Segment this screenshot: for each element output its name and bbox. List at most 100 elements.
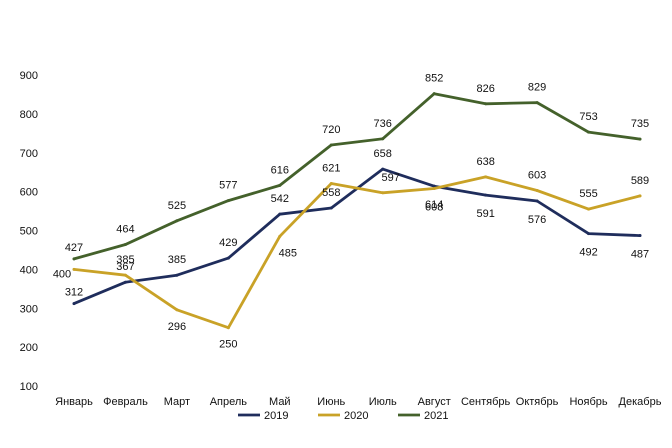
data-label-2019: 312 xyxy=(65,287,83,299)
data-point-2021 xyxy=(381,137,385,141)
data-point-2019 xyxy=(175,273,179,277)
data-point-2019 xyxy=(123,280,127,284)
data-point-2019 xyxy=(278,212,282,216)
data-label-2019: 487 xyxy=(631,249,649,261)
x-tick-label: Октябрь xyxy=(516,396,559,408)
data-label-2020: 555 xyxy=(579,188,597,200)
data-label-2020: 621 xyxy=(322,162,340,174)
data-point-2021 xyxy=(226,199,230,203)
data-point-2020 xyxy=(278,234,282,238)
data-label-2020: 400 xyxy=(53,268,71,280)
x-tick-label: Январь xyxy=(55,396,93,408)
data-point-2019 xyxy=(587,232,591,236)
y-tick-label: 100 xyxy=(20,381,38,393)
data-point-2020 xyxy=(638,194,642,198)
data-label-2020: 603 xyxy=(528,169,546,181)
data-label-2019: 558 xyxy=(322,187,340,199)
x-tick-label: Февраль xyxy=(103,396,148,408)
data-point-2021 xyxy=(72,257,76,261)
data-label-2020: 485 xyxy=(279,247,297,259)
data-point-2021 xyxy=(329,143,333,147)
legend: 2019 2020 2021 xyxy=(238,410,448,422)
x-tick-label: Сентябрь xyxy=(461,396,511,408)
data-point-2021 xyxy=(123,242,127,246)
x-tick-label: Март xyxy=(164,396,190,408)
y-tick-label: 300 xyxy=(20,303,38,315)
data-point-2021 xyxy=(638,137,642,141)
data-point-2020 xyxy=(72,267,76,271)
data-label-2019: 429 xyxy=(219,237,237,249)
series-layer xyxy=(72,92,642,330)
data-label-2019: 385 xyxy=(168,254,186,266)
data-point-2019 xyxy=(72,302,76,306)
data-label-2021: 525 xyxy=(168,200,186,212)
y-tick-label: 500 xyxy=(20,226,38,238)
data-label-2021: 826 xyxy=(476,83,494,95)
data-label-2020: 385 xyxy=(116,254,134,266)
y-tick-label: 200 xyxy=(20,342,38,354)
data-point-2020 xyxy=(226,326,230,330)
data-point-2020 xyxy=(175,308,179,312)
y-tick-label: 800 xyxy=(20,109,38,121)
data-point-2021 xyxy=(587,130,591,134)
x-tick-label: Декабрь xyxy=(619,396,662,408)
data-label-2021: 720 xyxy=(322,124,340,136)
data-label-2021: 753 xyxy=(579,111,597,123)
data-label-2020: 638 xyxy=(476,156,494,168)
y-tick-label: 600 xyxy=(20,187,38,199)
x-tick-label: Ноябрь xyxy=(569,396,607,408)
x-tick-label: Август xyxy=(418,396,451,408)
legend-label-2021: 2021 xyxy=(424,410,448,422)
data-label-2019: 492 xyxy=(579,247,597,259)
data-label-2021: 464 xyxy=(116,223,134,235)
data-point-2021 xyxy=(535,101,539,105)
data-label-2021: 736 xyxy=(374,118,392,130)
data-label-2021: 427 xyxy=(65,242,83,254)
data-label-2020: 589 xyxy=(631,175,649,187)
data-point-2019 xyxy=(535,199,539,203)
legend-label-2020: 2020 xyxy=(344,410,368,422)
data-label-2020: 597 xyxy=(382,172,400,184)
data-point-2019 xyxy=(226,256,230,260)
data-label-2020: 608 xyxy=(425,202,443,214)
data-label-2019: 576 xyxy=(528,214,546,226)
x-tick-label: Апрель xyxy=(210,396,248,408)
data-point-2020 xyxy=(587,207,591,211)
data-point-2020 xyxy=(432,187,436,191)
data-label-2021: 829 xyxy=(528,82,546,94)
x-tick-label: Май xyxy=(269,396,291,408)
data-point-2021 xyxy=(175,219,179,223)
data-point-2019 xyxy=(381,167,385,171)
x-tick-label: Июль xyxy=(369,396,397,408)
data-point-2021 xyxy=(278,183,282,187)
y-tick-label: 400 xyxy=(20,264,38,276)
data-label-2019: 658 xyxy=(374,148,392,160)
data-label-2019: 614 xyxy=(425,199,443,211)
data-point-2019 xyxy=(638,234,642,238)
data-point-2020 xyxy=(329,181,333,185)
series-line-2020 xyxy=(72,175,642,330)
y-tick-label: 700 xyxy=(20,148,38,160)
legend-label-2019: 2019 xyxy=(264,410,288,422)
x-tick-label: Июнь xyxy=(317,396,345,408)
data-label-2019: 542 xyxy=(271,193,289,205)
data-label-2021: 852 xyxy=(425,73,443,85)
data-label-2020: 296 xyxy=(168,321,186,333)
axis-layer: 100 200 300 400 500 600 700 800 900 Январь Февраль… xyxy=(20,70,662,408)
y-tick-label: 900 xyxy=(20,70,38,82)
data-label-2021: 616 xyxy=(271,164,289,176)
series-line-2021 xyxy=(72,92,642,261)
data-label-2019: 591 xyxy=(476,208,494,220)
data-point-2021 xyxy=(484,102,488,106)
data-point-2020 xyxy=(484,175,488,179)
data-label-2020: 250 xyxy=(219,339,237,351)
data-label-2019: 367 xyxy=(116,261,134,273)
data-point-2020 xyxy=(381,191,385,195)
data-point-2020 xyxy=(123,273,127,277)
data-label-2021: 577 xyxy=(219,180,237,192)
data-point-2020 xyxy=(535,188,539,192)
data-point-2021 xyxy=(432,92,436,96)
